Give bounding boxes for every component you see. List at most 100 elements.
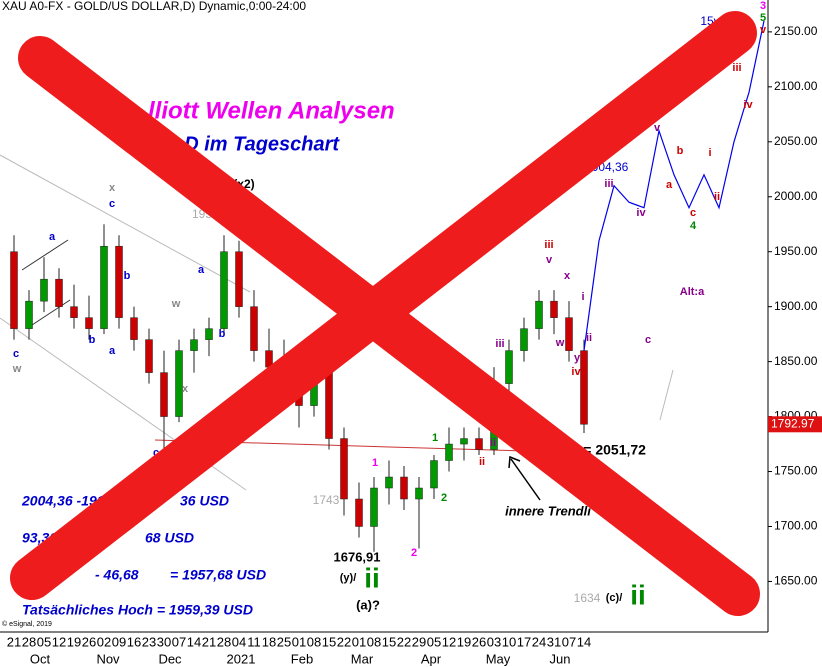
annotation: © eSignal, 2019 (2, 620, 52, 628)
channel-line (659, 369, 674, 421)
annotation: 1676,91 (334, 549, 381, 564)
y-tick-label: 1900.00 (774, 299, 818, 313)
annotation: Alt:a (680, 286, 705, 298)
candle-body (130, 317, 138, 340)
annotation: c (13, 348, 19, 360)
candle-body (355, 498, 363, 527)
candle-body (220, 251, 228, 329)
annotation: c (109, 198, 115, 210)
x-tick-label: 30 (157, 634, 171, 649)
annotation: lliott Wellen Analysen (148, 97, 395, 124)
annotation: v (760, 24, 767, 36)
annotation: 2 (441, 492, 447, 504)
x-tick-label: 22 (397, 634, 411, 649)
annotation: 1634 (574, 591, 601, 605)
annotation: ii (490, 437, 496, 449)
y-tick-label: 1950.00 (774, 244, 818, 258)
annotation: 5 (760, 12, 766, 24)
annotation: LD im Tageschart (172, 133, 340, 155)
candle-body (250, 306, 258, 351)
annotation: 1 (372, 457, 378, 469)
x-tick-label: 07 (172, 634, 186, 649)
candle-body (445, 443, 453, 461)
x-tick-label: 17 (517, 634, 531, 649)
candle-body (55, 278, 63, 307)
annotation: x (109, 182, 116, 194)
channel-line (0, 154, 251, 293)
candle-body (160, 372, 168, 417)
y-tick-label: 2000.00 (774, 189, 818, 203)
month-label: 2021 (227, 651, 256, 666)
annotation: i (581, 291, 584, 303)
candle-body (385, 476, 393, 489)
y-tick-label: 2100.00 (774, 79, 818, 93)
channel-line (21, 239, 69, 271)
x-tick-label: 16 (127, 634, 141, 649)
candle-body (40, 278, 48, 302)
annotation: iii (544, 239, 553, 251)
candle-body (550, 300, 558, 318)
annotation: y (574, 352, 581, 364)
x-tick-label: 15 (382, 634, 396, 649)
annotation: b (219, 328, 226, 340)
x-tick-label: 05 (427, 634, 441, 649)
x-tick-label: 08 (367, 634, 381, 649)
y-tick-label: 1700.00 (774, 519, 818, 533)
candle-body (505, 350, 513, 384)
x-tick-label: 29 (412, 634, 426, 649)
candle-body (25, 300, 33, 329)
chart-title: XAU A0-FX - GOLD/US DOLLAR,D) Dynamic,0:… (2, 0, 306, 13)
y-tick-label: 1750.00 (774, 464, 818, 478)
annotation: w (555, 337, 565, 349)
x-tick-label: 01 (292, 634, 306, 649)
candle-body (535, 300, 543, 329)
candle-body (190, 339, 198, 351)
x-tick-label: 03 (487, 634, 501, 649)
candle-body (205, 328, 213, 340)
x-tick-label: 12 (52, 634, 66, 649)
annotation: 2 (411, 547, 417, 559)
x-tick-label: 19 (457, 634, 471, 649)
x-tick-label: 21 (202, 634, 216, 649)
month-label: Nov (96, 651, 120, 666)
candle-body (400, 476, 408, 500)
channel-line (31, 299, 71, 326)
x-tick-label: 11 (247, 634, 261, 649)
annotation: (c)/ (606, 592, 623, 604)
x-tick-label: 05 (37, 634, 51, 649)
x-tick-label: 07 (562, 634, 576, 649)
candle-body (580, 350, 588, 425)
month-label: Apr (421, 651, 442, 666)
annotation: 1743 (313, 493, 340, 507)
annotation: iii (732, 62, 741, 74)
y-tick-label: 1650.00 (774, 574, 818, 588)
annotation: a (109, 345, 116, 357)
candle-body (70, 306, 78, 318)
annotation: 1 (432, 432, 438, 444)
x-tick-label: 26 (82, 634, 96, 649)
annotation: iv (743, 99, 753, 111)
cross-out (10, 11, 757, 600)
month-label: Mar (351, 651, 374, 666)
annotation: b (89, 334, 96, 346)
annotation: v (654, 122, 661, 134)
arrow (510, 458, 541, 501)
annotation: w (171, 298, 181, 310)
annotation: = 1957,68 USD (170, 567, 266, 583)
candle-body (235, 251, 243, 307)
x-tick-label: 12 (442, 634, 456, 649)
x-tick-label: 04 (232, 634, 246, 649)
x-tick-label: 26 (472, 634, 486, 649)
annotation: v (546, 254, 553, 266)
month-label: Jun (550, 651, 571, 666)
candle-body (100, 245, 108, 329)
annotation: 3 (760, 0, 766, 12)
x-tick-label: 31 (547, 634, 561, 649)
x-tick-label: 09 (112, 634, 126, 649)
annotation: ii (364, 562, 380, 593)
x-tick-label: 25 (277, 634, 291, 649)
annotation: 4 (690, 220, 697, 232)
x-tick-label: 21 (7, 634, 21, 649)
